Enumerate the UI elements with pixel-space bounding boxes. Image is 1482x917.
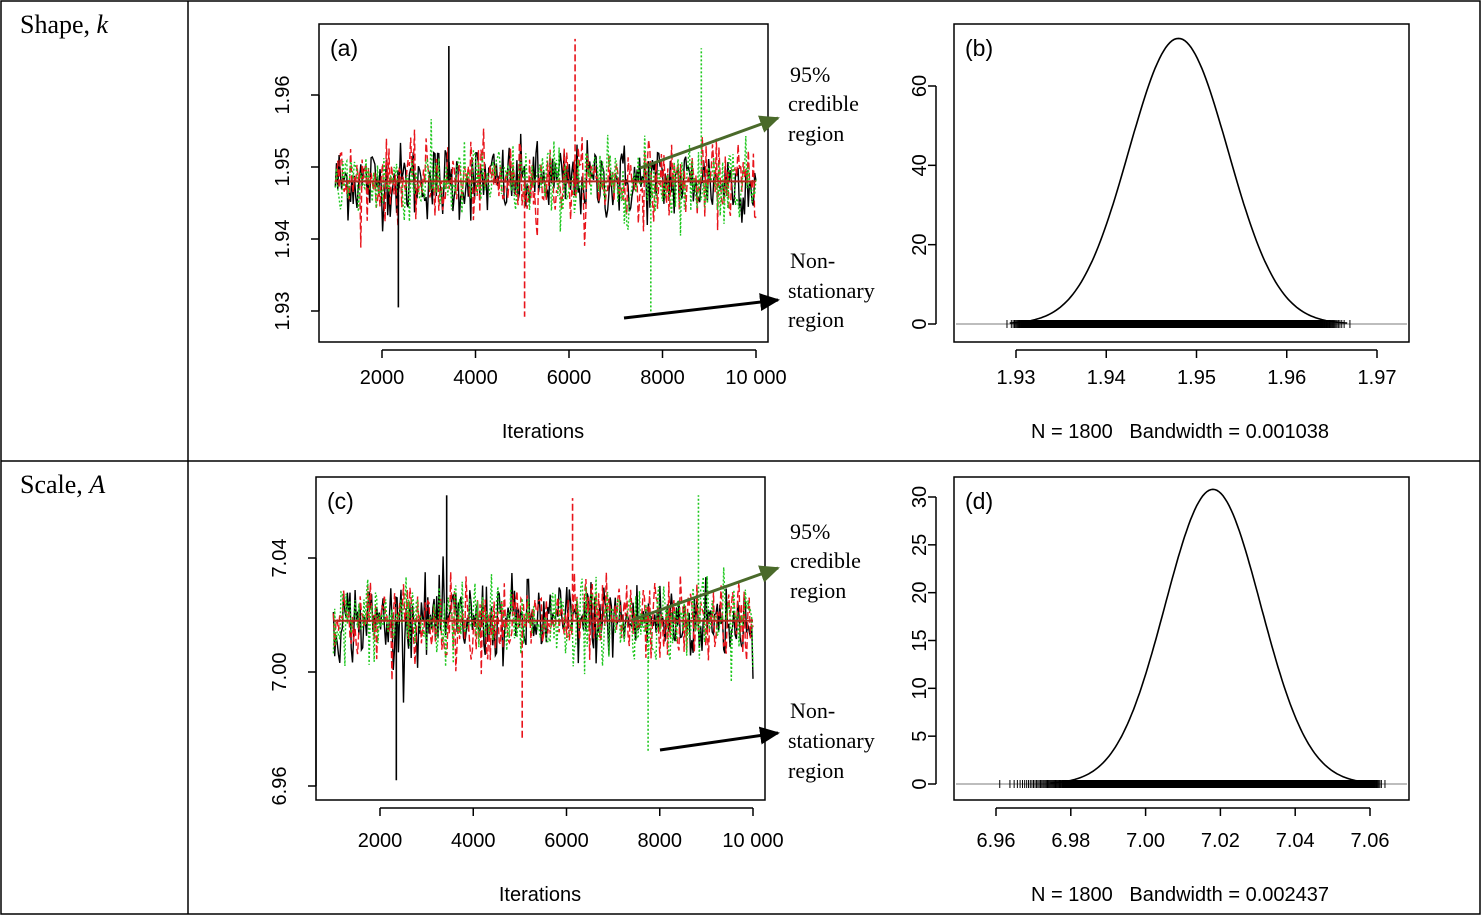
y-tick-label: 10 [909, 677, 931, 699]
panel-a-x-axis: 2000 4000 6000 8000 10 000 [360, 349, 787, 389]
panel-b-y-axis: 0 20 40 60 [909, 75, 937, 330]
trace-series-2 [332, 572, 754, 681]
panel-b-plot-area [956, 37, 1407, 328]
panel-c-y-axis: 6.96 7.00 7.04 [269, 539, 317, 806]
x-tick-label: 7.00 [1126, 830, 1165, 852]
y-tick-label: 20 [909, 582, 931, 604]
panel-b-x-axis: 1.93 1.94 1.95 1.96 1.97 [997, 349, 1397, 389]
panel-b-density-plot: (b) 1.93 1.94 1.95 1.96 1.97 0 20 40 60 N = 180… [909, 23, 1410, 443]
annotation-text-line: region [788, 121, 844, 146]
x-tick-label: 1.94 [1087, 367, 1126, 389]
x-tick-label: 6000 [544, 830, 589, 852]
panel-c-trace-plot: (c) 2000 4000 6000 8000 10 000 6.967.007.04 … [269, 476, 784, 906]
panel-d-density-plot: (d) 6.96 6.98 7.00 7.02 7.04 7.06 0 5 10 15 20 25 3… [909, 476, 1410, 906]
annotation-text-line: region [790, 578, 846, 603]
x-tick-label: 8000 [638, 830, 683, 852]
x-tick-label: 2000 [360, 367, 405, 389]
x-tick-label: 6.96 [977, 830, 1016, 852]
annotation-text-line: stationary [788, 278, 875, 303]
x-tick-label: 8000 [640, 367, 685, 389]
y-tick-label: 30 [909, 486, 931, 508]
annotation-text-line: region [788, 758, 844, 783]
panel-d-y-axis: 0 5 10 15 20 25 30 [909, 486, 937, 790]
y-tick-label: 1.94 [272, 220, 294, 259]
rug-marks [1006, 320, 1351, 328]
x-tick-label: 10 000 [725, 367, 786, 389]
y-tick-label: 7.00 [269, 653, 291, 692]
x-tick-label: 6000 [547, 367, 592, 389]
y-tick-label: 20 [909, 234, 931, 256]
y-tick-label: 5 [909, 731, 931, 742]
panel-c-x-axis-label: Iterations [499, 884, 581, 906]
x-tick-label: 6.98 [1051, 830, 1090, 852]
panel-d-label: (d) [965, 488, 993, 514]
x-tick-label: 1.97 [1358, 367, 1397, 389]
annotation-nonstationary-region-top: Non- stationary region [623, 248, 875, 332]
y-tick-label: 1.93 [272, 292, 294, 331]
panel-c-x-axis: 2000 4000 6000 8000 10 000 [358, 807, 784, 852]
annotation-credible-region-top: 95% credible region [639, 62, 859, 170]
annotation-text-line: stationary [788, 728, 875, 753]
annotation-text-line: credible [788, 91, 859, 116]
annotation-text-line: 95% [790, 62, 830, 87]
panel-d-x-axis: 6.96 6.98 7.00 7.02 7.04 7.06 [977, 807, 1390, 852]
trace-series-3 [332, 567, 754, 682]
nonstationary-region-arrow [623, 293, 780, 320]
y-tick-label: 25 [909, 534, 931, 556]
nonstationary-region-arrow [659, 726, 780, 752]
panel-b-frame [953, 23, 1410, 343]
x-tick-label: 10 000 [722, 830, 783, 852]
panel-d-plot-area [956, 488, 1407, 788]
x-tick-label: 7.04 [1276, 830, 1315, 852]
annotation-text-line: region [788, 307, 844, 332]
panel-a-plot-area [334, 38, 757, 317]
annotation-text-line: Non- [790, 698, 835, 723]
panel-c-label: (c) [327, 488, 354, 514]
y-tick-label: 6.96 [269, 767, 291, 806]
panel-a-label: (a) [330, 35, 358, 61]
rug-dense-band [1063, 780, 1363, 788]
x-tick-label: 1.95 [1177, 367, 1216, 389]
rug-dense-band [1034, 320, 1314, 328]
credible-region-arrow [639, 115, 780, 170]
panel-b-label: (b) [965, 35, 993, 61]
y-tick-label: 60 [909, 75, 931, 97]
x-tick-label: 2000 [358, 830, 403, 852]
panel-b-x-axis-label: N = 1800 Bandwidth = 0.001038 [1031, 421, 1329, 443]
panel-d-frame [953, 476, 1410, 801]
panel-a-trace-plot: (a) 2000 4000 6000 8000 10 000 1.931.941.951… [272, 23, 787, 443]
x-tick-label: 4000 [453, 367, 498, 389]
rug-marks [999, 780, 1386, 788]
y-tick-label: 40 [909, 154, 931, 176]
density-curve [1009, 37, 1348, 324]
y-tick-label: 1.95 [272, 148, 294, 187]
x-tick-label: 1.93 [997, 367, 1036, 389]
y-tick-label: 1.96 [272, 76, 294, 115]
row-label-scale: Scale, A [20, 470, 105, 499]
y-tick-label: 15 [909, 629, 931, 651]
annotation-text-line: credible [790, 548, 861, 573]
annotation-nonstationary-region-bottom: Non- stationary region [659, 698, 875, 783]
annotation-text-line: Non- [790, 248, 835, 273]
panel-a-x-axis-label: Iterations [502, 421, 584, 443]
y-tick-label: 0 [909, 318, 931, 329]
x-tick-label: 7.06 [1351, 830, 1390, 852]
x-tick-label: 1.96 [1267, 367, 1306, 389]
annotation-text-line: 95% [790, 519, 830, 544]
row-label-shape: Shape, k [20, 10, 109, 39]
annotation-credible-region-bottom: 95% credible region [631, 519, 861, 622]
credible-region-arrow [631, 565, 780, 622]
y-tick-label: 0 [909, 778, 931, 789]
density-curve [1050, 488, 1376, 784]
y-tick-label: 7.04 [269, 539, 291, 578]
x-tick-label: 7.02 [1201, 830, 1240, 852]
panel-a-y-axis: 1.93 1.94 1.95 1.96 [272, 76, 320, 331]
x-tick-label: 4000 [451, 830, 496, 852]
panel-c-plot-area [332, 495, 754, 781]
panel-d-x-axis-label: N = 1800 Bandwidth = 0.002437 [1031, 884, 1329, 906]
